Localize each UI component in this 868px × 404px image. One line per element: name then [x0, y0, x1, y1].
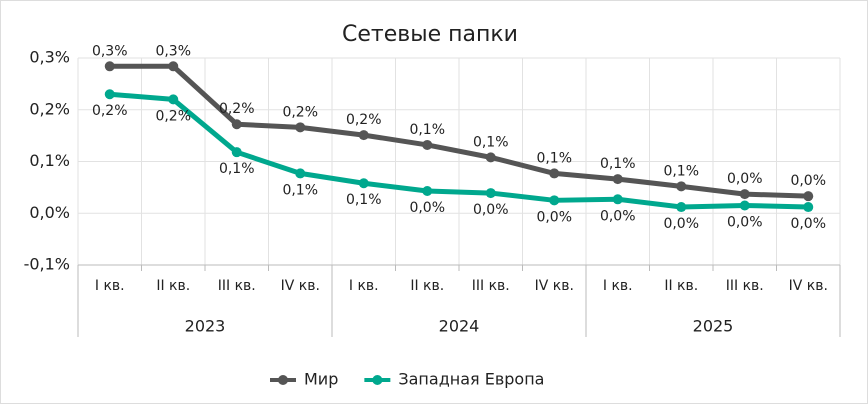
- data-label: 0,0%: [727, 171, 763, 187]
- point: [485, 188, 496, 199]
- x-tick-label: II кв.: [156, 278, 190, 294]
- y-tick-label: -0,1%: [24, 255, 70, 274]
- data-label: 0,0%: [790, 173, 826, 189]
- data-label: 0,1%: [473, 134, 509, 150]
- point: [295, 122, 306, 133]
- data-label: 0,1%: [282, 182, 318, 198]
- series-line: [109, 91, 809, 210]
- data-label: 0,2%: [282, 104, 318, 120]
- group-label: 2024: [439, 317, 480, 336]
- x-tick-label: IV кв.: [789, 278, 828, 294]
- x-tick-label: II кв.: [664, 278, 698, 294]
- x-tick-label: III кв.: [726, 278, 764, 294]
- point: [358, 178, 369, 189]
- y-tick-label: 0,2%: [29, 99, 70, 118]
- legend-label: Мир: [304, 370, 338, 389]
- point: [104, 61, 115, 72]
- x-tick-label: IV кв.: [535, 278, 574, 294]
- series-line: [109, 63, 809, 199]
- data-label: 0,3%: [92, 43, 128, 59]
- point: [168, 61, 179, 72]
- data-label: 0,1%: [663, 163, 699, 179]
- point: [676, 181, 687, 192]
- point: [231, 119, 242, 130]
- point: [295, 168, 306, 179]
- group-label: 2025: [693, 317, 734, 336]
- data-label: 0,0%: [727, 214, 763, 230]
- data-label: 0,0%: [409, 200, 445, 216]
- legend-label: Западная Европа: [398, 370, 544, 389]
- data-label: 0,1%: [409, 122, 445, 138]
- x-tick-label: III кв.: [218, 278, 256, 294]
- x-tick-label: I кв.: [95, 278, 125, 294]
- point: [549, 195, 560, 206]
- point: [168, 94, 179, 105]
- data-label: 0,0%: [473, 202, 509, 218]
- y-tick-label: 0,3%: [29, 48, 70, 67]
- data-label: 0,2%: [92, 103, 128, 119]
- group-label: 2023: [185, 317, 226, 336]
- y-tick-label: 0,1%: [29, 151, 70, 170]
- data-label: 0,1%: [219, 161, 255, 177]
- data-label: 0,1%: [536, 150, 572, 166]
- point: [104, 89, 115, 100]
- data-label: 0,1%: [600, 156, 636, 172]
- point: [676, 202, 687, 213]
- point: [358, 130, 369, 141]
- point: [612, 194, 623, 205]
- data-label: 0,3%: [155, 43, 191, 59]
- point: [231, 147, 242, 158]
- point: [422, 139, 433, 150]
- point: [803, 202, 814, 213]
- chart-title: Сетевые папки: [342, 22, 518, 47]
- x-tick-label: II кв.: [410, 278, 444, 294]
- point: [612, 174, 623, 185]
- y-tick-label: 0,0%: [29, 203, 70, 222]
- data-label: 0,2%: [219, 101, 255, 117]
- data-label: 0,0%: [600, 208, 636, 224]
- x-tick-label: I кв.: [603, 278, 633, 294]
- point: [803, 191, 814, 202]
- data-label: 0,1%: [346, 192, 382, 208]
- data-label: 0,2%: [155, 108, 191, 124]
- data-label: 0,2%: [346, 112, 382, 128]
- point: [739, 200, 750, 211]
- x-tick-label: I кв.: [349, 278, 379, 294]
- x-tick-label: IV кв.: [281, 278, 320, 294]
- data-label: 0,0%: [790, 216, 826, 232]
- point: [485, 152, 496, 163]
- point: [422, 185, 433, 196]
- point: [739, 189, 750, 200]
- x-tick-label: III кв.: [472, 278, 510, 294]
- data-label: 0,0%: [663, 216, 699, 232]
- data-label: 0,0%: [536, 209, 572, 225]
- legend-marker: [372, 375, 383, 385]
- point: [549, 168, 560, 179]
- legend-marker: [278, 375, 288, 385]
